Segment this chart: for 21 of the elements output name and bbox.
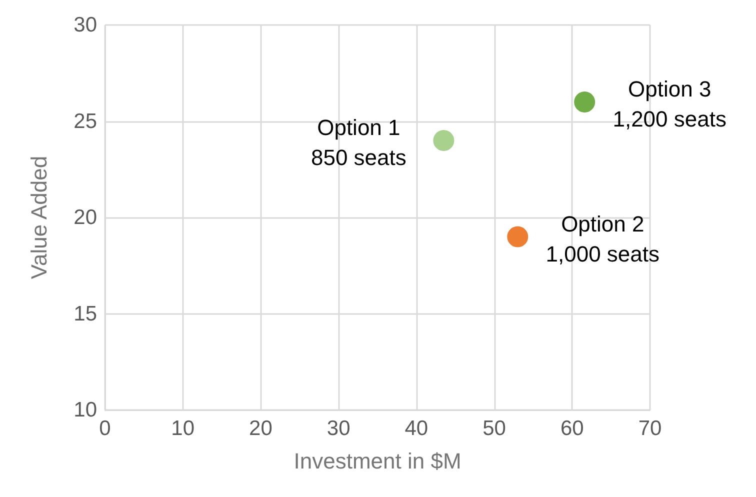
x-axis-title: Investment in $M xyxy=(294,448,462,474)
x-tick-label: 20 xyxy=(249,417,272,440)
y-tick-label: 20 xyxy=(74,206,97,229)
annotation: Option 2 1,000 seats xyxy=(546,211,660,266)
y-tick-label: 15 xyxy=(74,302,97,326)
x-tick-label: 40 xyxy=(404,417,428,440)
point xyxy=(433,130,454,151)
y-axis-title: Value Added xyxy=(26,156,52,280)
annotation: Option 3 1,200 seats xyxy=(612,76,726,132)
x-tick-label: 0 xyxy=(99,417,111,440)
point xyxy=(507,226,528,248)
y-tick-label: 30 xyxy=(74,14,97,36)
x-tick-label: 10 xyxy=(171,417,195,440)
x-tick-label: 50 xyxy=(482,417,506,440)
y-tick-label: 25 xyxy=(74,110,97,133)
annotation: Option 1 850 seats xyxy=(310,115,406,170)
x-tick-label: 70 xyxy=(638,417,662,440)
point xyxy=(574,92,596,112)
x-tick-label: 60 xyxy=(560,417,584,440)
x-tick-label: 30 xyxy=(326,417,350,440)
y-tick-label: 10 xyxy=(74,398,97,422)
